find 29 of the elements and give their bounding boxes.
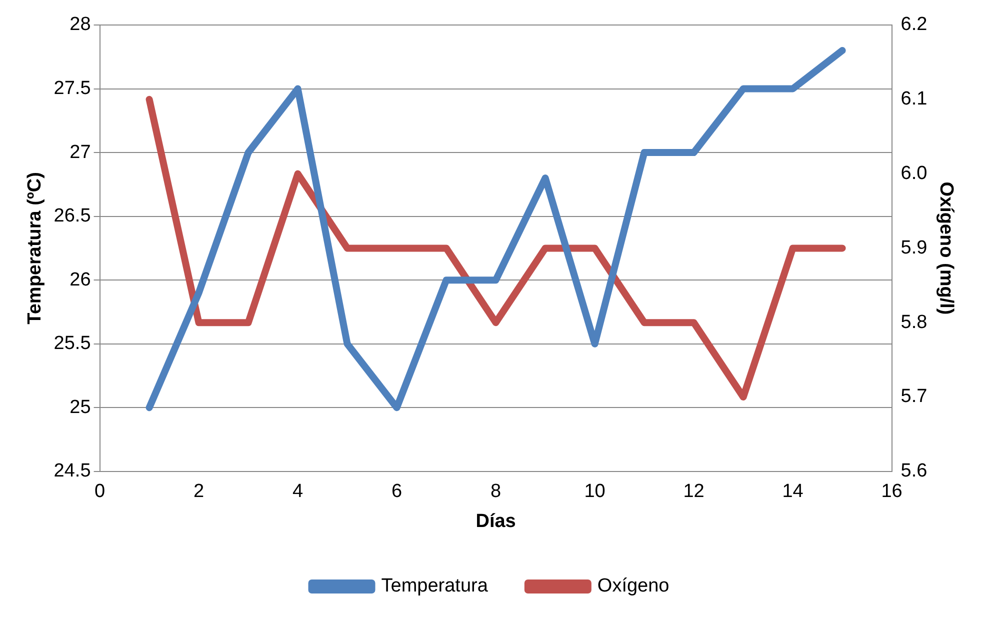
y-tick-label: 24.5 [54, 460, 91, 482]
y2-tick-label: 5.8 [900, 312, 928, 333]
x-tick-label: 10 [584, 481, 606, 502]
y-tick-label: 28 [70, 14, 91, 36]
x-tick-label: 12 [683, 481, 704, 502]
y2-tick-label: 5.9 [900, 237, 928, 258]
y-tick-label: 25 [70, 396, 91, 418]
x-tick-label: 0 [94, 481, 106, 502]
x-tick-label: 14 [782, 481, 804, 502]
y2-tick-label: 6.1 [900, 88, 928, 110]
y2-tick-label: 5.7 [900, 386, 928, 408]
legend-label: Oxígeno [597, 576, 670, 597]
y2-tick-label: 6.0 [900, 163, 928, 184]
x-tick-label: 6 [391, 481, 402, 502]
y2-axis-title: Oxígeno (mg/l) [935, 182, 956, 315]
x-tick-label: 16 [881, 481, 902, 502]
y2-tick-label: 5.6 [900, 460, 928, 482]
y-axis-title: Temperatura (ºC) [24, 172, 46, 324]
x-tick-label: 4 [292, 481, 304, 502]
y-tick-label: 25.5 [54, 333, 91, 354]
y2-tick-label: 6.2 [900, 14, 928, 36]
x-axis-title: Días [476, 510, 516, 532]
x-tick-label: 2 [193, 481, 204, 502]
y-tick-label: 27 [70, 142, 91, 163]
y-tick-label: 27.5 [54, 78, 91, 100]
x-tick-label: 8 [490, 481, 502, 502]
legend-label: Temperatura [381, 576, 488, 597]
y-tick-label: 26.5 [54, 206, 91, 227]
y-tick-label: 26 [70, 269, 91, 290]
